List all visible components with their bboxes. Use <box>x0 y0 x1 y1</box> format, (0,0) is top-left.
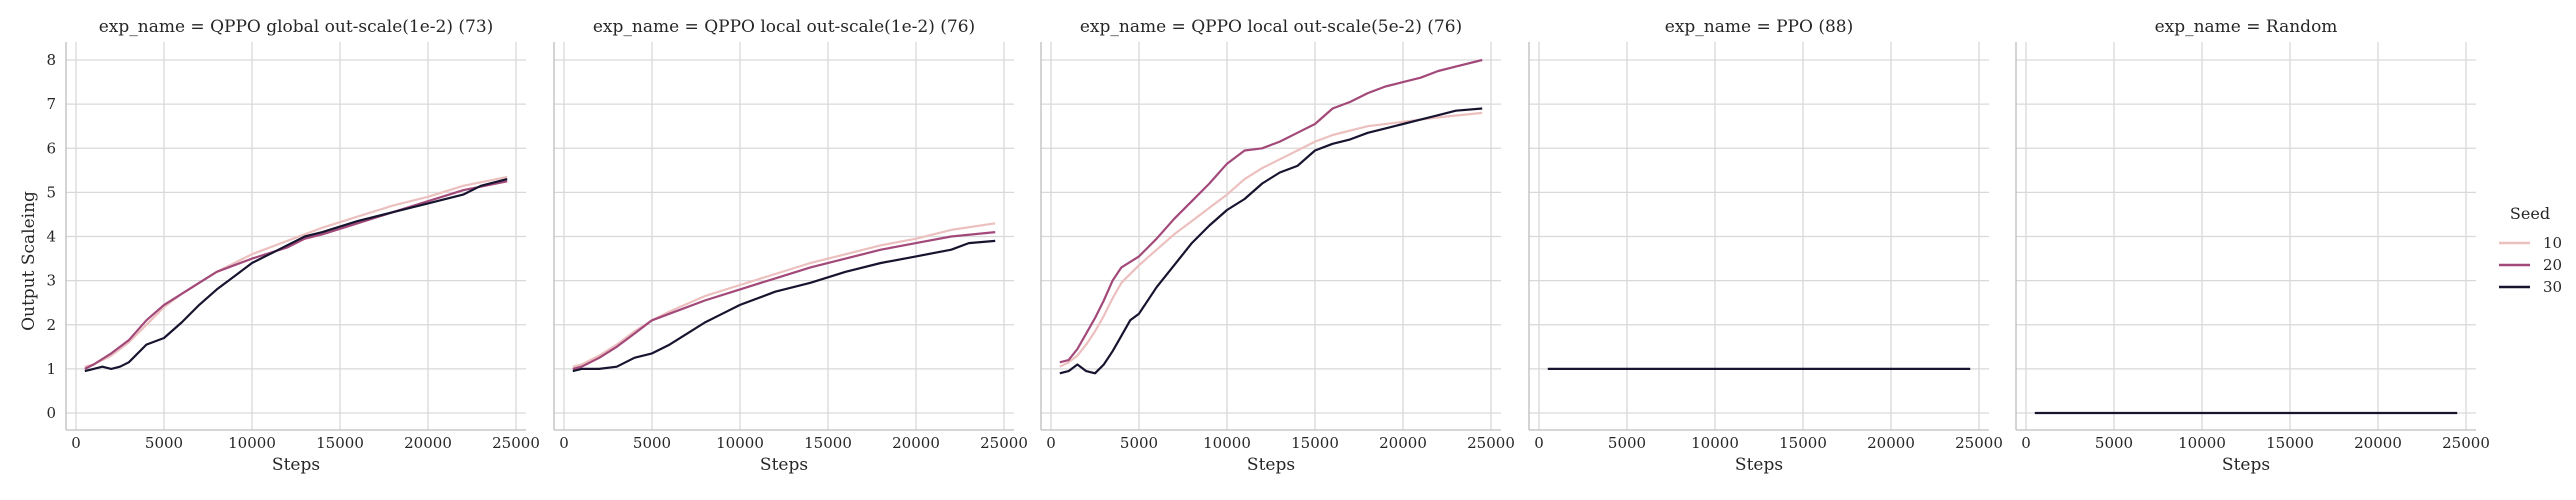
panel-title: exp_name = QPPO local out-scale(1e-2) (7… <box>593 17 975 37</box>
x-tick-label: 25000 <box>492 434 540 452</box>
x-tick-label: 20000 <box>2354 434 2402 452</box>
x-tick-label: 25000 <box>2442 434 2490 452</box>
x-tick-label: 15000 <box>2266 434 2314 452</box>
x-tick-label: 10000 <box>228 434 276 452</box>
panel-title: exp_name = PPO (88) <box>1665 17 1853 37</box>
x-tick-label: 5000 <box>145 434 183 452</box>
y-tick-label: 3 <box>46 272 56 290</box>
panels: 0 5000 10000 15000 20000 25000 0 1 2 3 4 5 6 7 8 Steps e… <box>46 17 2489 475</box>
x-tick-label: 0 <box>559 434 569 452</box>
panel: 0 5000 10000 15000 20000 25000 Steps exp_name =… <box>2015 17 2490 475</box>
y-tick-label: 6 <box>46 139 56 157</box>
series-line-seed-20 <box>572 231 996 370</box>
x-tick-label: 0 <box>1534 434 1544 452</box>
x-tick-label: 25000 <box>1467 434 1515 452</box>
x-tick-label: 20000 <box>892 434 940 452</box>
series-line-seed-30 <box>572 239 996 373</box>
x-tick-label: 0 <box>1046 434 1056 452</box>
x-tick-label: 15000 <box>1779 434 1827 452</box>
x-axis-label: Steps <box>2222 455 2270 475</box>
legend-label: 30 <box>2543 278 2562 296</box>
panel: 0 5000 10000 15000 20000 25000 0 1 2 3 4 5 6 7 8 Steps e… <box>46 17 539 475</box>
x-axis-label: Steps <box>1735 455 1783 475</box>
series-line-seed-20 <box>84 180 508 370</box>
series-line-seed-10 <box>572 222 996 368</box>
x-tick-label: 10000 <box>1203 434 1251 452</box>
x-tick-label: 20000 <box>1867 434 1915 452</box>
x-tick-label: 5000 <box>2095 434 2133 452</box>
x-tick-label: 5000 <box>1608 434 1646 452</box>
x-tick-label: 5000 <box>633 434 671 452</box>
y-tick-label: 2 <box>46 316 56 334</box>
x-tick-label: 25000 <box>1955 434 2003 452</box>
legend-label: 20 <box>2543 256 2562 274</box>
panel-title: exp_name = QPPO local out-scale(5e-2) (7… <box>1080 17 1462 37</box>
x-tick-label: 10000 <box>2178 434 2226 452</box>
y-tick-label: 1 <box>46 360 56 378</box>
x-tick-label: 20000 <box>404 434 452 452</box>
x-tick-label: 20000 <box>1379 434 1427 452</box>
y-tick-label: 8 <box>46 51 56 69</box>
x-tick-label: 15000 <box>804 434 852 452</box>
x-axis-label: Steps <box>1247 455 1295 475</box>
x-tick-label: 25000 <box>980 434 1028 452</box>
panel-title: exp_name = Random <box>2155 17 2338 37</box>
x-axis-label: Steps <box>760 455 808 475</box>
series-line-seed-20 <box>1059 58 1483 364</box>
panel-title: exp_name = QPPO global out-scale(1e-2) (… <box>99 17 494 37</box>
x-tick-label: 15000 <box>316 434 364 452</box>
x-tick-label: 10000 <box>1691 434 1739 452</box>
series-line-seed-30 <box>1059 107 1483 375</box>
x-tick-label: 0 <box>71 434 81 452</box>
y-tick-label: 7 <box>46 95 56 113</box>
x-tick-label: 10000 <box>716 434 764 452</box>
series-line-seed-10 <box>84 175 508 368</box>
panel: 0 5000 10000 15000 20000 25000 Steps exp_name =… <box>1040 17 1515 475</box>
legend-title: Seed <box>2510 204 2550 223</box>
legend-label: 10 <box>2543 234 2562 252</box>
y-tick-label: 0 <box>46 404 56 422</box>
legend: Seed 10 20 30 <box>2499 204 2562 296</box>
panel: 0 5000 10000 15000 20000 25000 Steps exp_name =… <box>553 17 1028 475</box>
y-tick-label: 5 <box>46 183 56 201</box>
x-tick-label: 5000 <box>1120 434 1158 452</box>
panel: 0 5000 10000 15000 20000 25000 Steps exp_name =… <box>1528 17 2003 475</box>
x-tick-label: 0 <box>2021 434 2031 452</box>
y-axis-label: Output Scaleing <box>19 191 39 331</box>
x-axis-label: Steps <box>272 455 320 475</box>
y-tick-label: 4 <box>46 228 56 246</box>
series-line-seed-30 <box>84 178 508 373</box>
series-line-seed-10 <box>1059 111 1483 368</box>
x-tick-label: 15000 <box>1291 434 1339 452</box>
